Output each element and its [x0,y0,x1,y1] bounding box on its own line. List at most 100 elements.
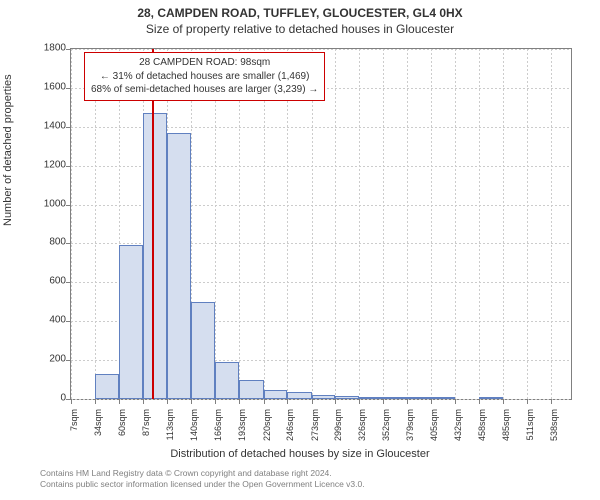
grid-line-h [71,399,571,400]
grid-line-v [551,49,552,399]
annotation-line1: 28 CAMPDEN ROAD: 98sqm [91,56,318,70]
grid-line-v [359,49,360,399]
x-tick-label: 405sqm [429,409,439,449]
histogram-bar [312,395,336,399]
x-tick-label: 60sqm [117,409,127,449]
grid-line-v [71,49,72,399]
x-tick-label: 7sqm [69,409,79,449]
x-tick-label: 326sqm [357,409,367,449]
x-tick-label: 352sqm [381,409,391,449]
histogram-bar [239,380,263,399]
x-tick-label: 299sqm [333,409,343,449]
x-tick-mark [551,399,552,404]
plot-area [70,48,572,400]
histogram-bar [287,392,311,399]
histogram-bar [215,362,239,399]
x-tick-mark [95,399,96,404]
histogram-bar [264,390,288,399]
x-tick-mark [239,399,240,404]
grid-line-v [239,49,240,399]
grid-line-v [431,49,432,399]
y-tick-label: 1600 [26,81,66,92]
x-tick-mark [359,399,360,404]
x-tick-mark [431,399,432,404]
x-tick-mark [527,399,528,404]
x-tick-mark [71,399,72,404]
footer-attribution: Contains HM Land Registry data © Crown c… [40,468,365,489]
x-tick-label: 34sqm [93,409,103,449]
y-tick-label: 1400 [26,120,66,131]
grid-line-v [335,49,336,399]
y-tick-label: 1200 [26,159,66,170]
x-tick-label: 538sqm [549,409,559,449]
x-tick-label: 485sqm [501,409,511,449]
x-tick-mark [312,399,313,404]
x-tick-mark [191,399,192,404]
annotation-callout: 28 CAMPDEN ROAD: 98sqm ← 31% of detached… [84,52,325,101]
x-tick-mark [479,399,480,404]
grid-line-v [455,49,456,399]
grid-line-v [95,49,96,399]
grid-line-v [215,49,216,399]
x-tick-label: 432sqm [453,409,463,449]
histogram-bar [479,397,503,399]
x-tick-label: 166sqm [213,409,223,449]
y-tick-label: 200 [26,354,66,365]
y-axis-label: Number of detached properties [2,74,14,226]
x-tick-mark [215,399,216,404]
x-tick-label: 113sqm [165,409,175,449]
reference-line [152,49,154,399]
histogram-bar [383,397,407,399]
x-tick-mark [407,399,408,404]
x-tick-label: 273sqm [310,409,320,449]
grid-line-v [287,49,288,399]
x-tick-mark [455,399,456,404]
y-tick-label: 0 [26,393,66,404]
grid-line-v [383,49,384,399]
chart-container: { "titles": { "main": "28, CAMPDEN ROAD,… [0,0,600,500]
x-tick-label: 220sqm [262,409,272,449]
x-tick-label: 511sqm [525,409,535,449]
footer-line1: Contains HM Land Registry data © Crown c… [40,468,365,479]
x-tick-label: 379sqm [405,409,415,449]
x-tick-mark [335,399,336,404]
grid-line-v [527,49,528,399]
x-axis-label: Distribution of detached houses by size … [0,448,600,460]
histogram-bar [431,397,455,399]
footer-line2: Contains public sector information licen… [40,479,365,490]
x-tick-label: 87sqm [141,409,151,449]
y-tick-label: 1000 [26,198,66,209]
x-tick-mark [167,399,168,404]
x-tick-label: 193sqm [237,409,247,449]
y-tick-label: 800 [26,237,66,248]
grid-line-v [479,49,480,399]
annotation-line3: 68% of semi-detached houses are larger (… [91,83,318,97]
y-tick-label: 600 [26,276,66,287]
x-tick-mark [143,399,144,404]
grid-line-v [503,49,504,399]
x-tick-mark [287,399,288,404]
chart-title-sub: Size of property relative to detached ho… [0,20,600,40]
histogram-bar [359,397,383,399]
grid-line-v [312,49,313,399]
chart-title-main: 28, CAMPDEN ROAD, TUFFLEY, GLOUCESTER, G… [0,0,600,20]
histogram-bar [119,245,143,399]
grid-line-v [264,49,265,399]
y-tick-label: 1800 [26,43,66,54]
x-tick-label: 246sqm [285,409,295,449]
grid-line-v [407,49,408,399]
annotation-line2: ← 31% of detached houses are smaller (1,… [91,70,318,84]
y-tick-label: 400 [26,315,66,326]
histogram-bar [335,396,359,400]
histogram-bar [191,302,215,399]
histogram-bar [407,397,431,399]
x-tick-mark [383,399,384,404]
x-tick-mark [119,399,120,404]
x-tick-mark [264,399,265,404]
x-tick-label: 458sqm [477,409,487,449]
x-tick-label: 140sqm [189,409,199,449]
histogram-bar [95,374,119,399]
x-tick-mark [503,399,504,404]
histogram-bar [143,113,167,399]
histogram-bar [167,133,191,399]
